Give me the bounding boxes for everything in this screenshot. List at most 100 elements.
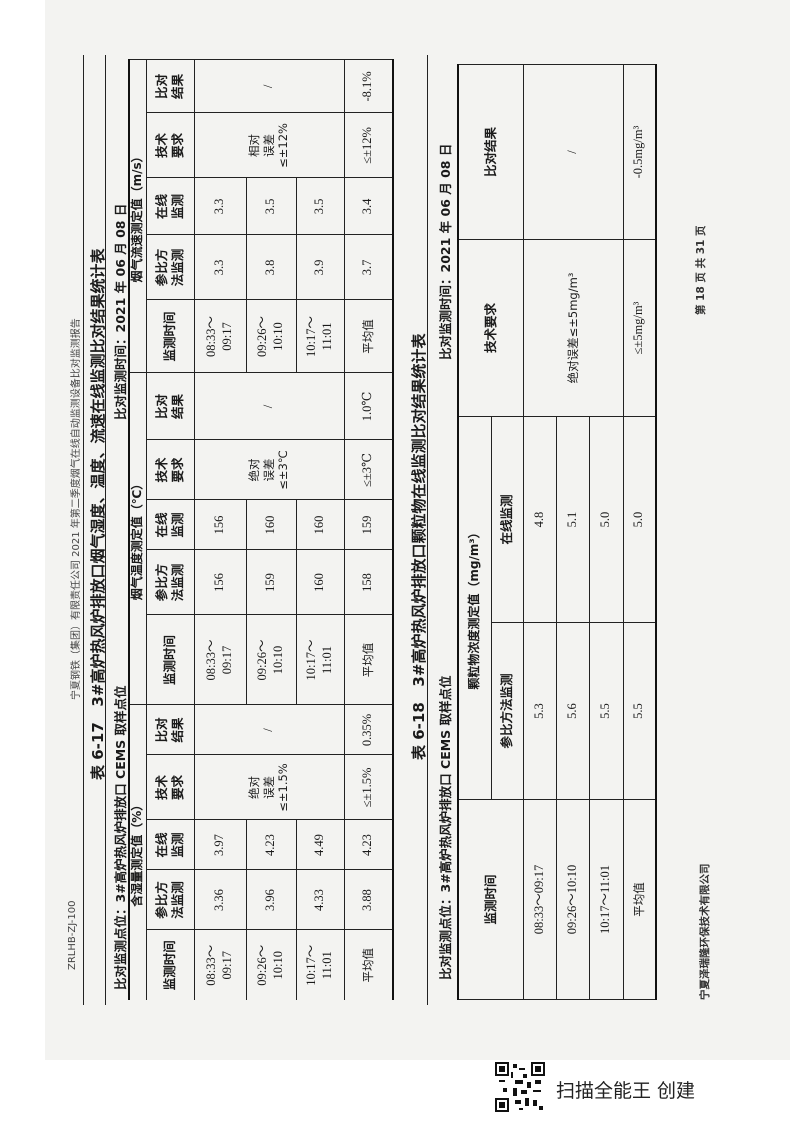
group-header-row: 含湿量测定值（%） 烟气温度测定值（℃） 烟气流速测定值（m/s） — [129, 59, 146, 1000]
result-cell: -0.5mg/m³ — [623, 64, 656, 240]
col-result: 比对结果 — [458, 64, 523, 240]
col-req: 技术 要求 — [146, 439, 194, 500]
value-cell: 160 — [296, 499, 344, 550]
time-cell: 08:33～ 09:17 — [194, 614, 246, 705]
title-rule — [427, 55, 428, 1005]
group-header-row: 监测时间 颗粒物浓度测定值（mg/m³） 技术要求 比对结果 — [458, 64, 523, 1000]
time-cell: 09:26～ 10:10 — [246, 614, 296, 705]
value-cell: 3.4 — [344, 177, 393, 235]
table17-time: 比对监测时间：2021 年 06 月 08 日 — [113, 203, 128, 420]
value-cell: 3.97 — [194, 820, 246, 870]
value-cell: 159 — [246, 549, 296, 615]
group-flow: 烟气流速测定值（m/s） — [129, 59, 146, 373]
value-cell: 5.5 — [623, 622, 656, 800]
result-cell: / — [523, 64, 623, 240]
time-cell: 08:33～ 09:17 — [194, 299, 246, 373]
value-cell: 160 — [296, 549, 344, 615]
time-cell: 09:26～ 10:10 — [246, 299, 296, 373]
value-cell: 3.3 — [194, 234, 246, 300]
requirement-cell: 绝对 误差 ≤±3℃ — [194, 439, 344, 500]
table-row: 08:33～ 09:17 3.36 3.97 绝对 误差 ≤±1.5% / 08… — [194, 59, 344, 1000]
result-cell: / — [194, 372, 344, 440]
value-cell: 156 — [194, 549, 246, 615]
table-6-17: 含湿量测定值（%） 烟气温度测定值（℃） 烟气流速测定值（m/s） 监测时间 参… — [128, 59, 394, 1000]
requirement-cell: 绝对误差≤±5mg/m³ — [523, 239, 623, 417]
result-cell: / — [194, 704, 344, 755]
col-req: 技术要求 — [458, 239, 523, 417]
table-row: 08:33～09:17 5.3 4.8 绝对误差≤±5mg/m³ / — [523, 64, 623, 1000]
value-cell: 3.8 — [246, 234, 296, 300]
time-cell: 09:26～ 10:10 — [246, 930, 296, 1000]
table-row: 10:17～ 11:01 4.33 4.49 10:17～ 11:01 160 … — [296, 60, 344, 1000]
requirement-cell: ≤±1.5% — [344, 755, 393, 820]
value-cell: 4.49 — [296, 820, 344, 870]
value-cell: 3.96 — [246, 870, 296, 930]
col-online: 在线监测 — [491, 416, 523, 623]
value-cell: 4.23 — [246, 820, 296, 870]
value-cell: 3.3 — [194, 177, 246, 235]
value-cell: 3.7 — [344, 234, 393, 300]
title-rule — [105, 55, 106, 1005]
table18-number: 表 6-18 — [410, 702, 428, 760]
average-label: 平均值 — [344, 614, 393, 705]
value-cell: 5.6 — [556, 622, 589, 800]
value-cell: 4.33 — [296, 870, 344, 930]
table-6-18: 监测时间 颗粒物浓度测定值（mg/m³） 技术要求 比对结果 参比方法监测 在线… — [457, 64, 657, 1000]
col-ref: 参比方 法监测 — [146, 549, 194, 615]
qr-code-icon — [495, 1062, 545, 1112]
requirement-cell: ≤±5mg/m³ — [623, 239, 656, 417]
table18-location: 比对监测点位：3#高炉热风炉排放口 CEMS 取样点位 — [438, 675, 453, 980]
time-cell: 08:33～09:17 — [523, 799, 556, 1000]
result-cell: / — [194, 59, 344, 113]
col-time: 监测时间 — [146, 930, 194, 1000]
time-cell: 09:26～10:10 — [556, 799, 589, 1000]
value-cell: 5.1 — [556, 416, 589, 623]
average-label: 平均值 — [344, 930, 393, 1000]
value-cell: 3.88 — [344, 870, 393, 930]
value-cell: 5.3 — [523, 622, 556, 800]
time-cell: 10:17～11:01 — [589, 799, 623, 1000]
column-header-row: 监测时间 参比方 法监测 在线 监测 技术 要求 比对 结果 监测时间 参比方 … — [146, 59, 194, 1000]
table-row: 09:26～ 10:10 3.96 4.23 09:26～ 10:10 159 … — [246, 60, 296, 1000]
requirement-cell: 绝对 误差 ≤±1.5% — [194, 755, 344, 820]
col-time: 监测时间 — [458, 799, 523, 1000]
col-online: 在线 监测 — [146, 499, 194, 550]
average-row: 平均值 5.5 5.0 ≤±5mg/m³ -0.5mg/m³ — [623, 64, 656, 1000]
col-result: 比对 结果 — [146, 59, 194, 113]
value-cell: 5.0 — [623, 416, 656, 623]
value-cell: 3.9 — [296, 234, 344, 300]
col-result: 比对 结果 — [146, 372, 194, 440]
table18-title-text: 3#高炉热风炉排放口颗粒物在线监测比对结果统计表 — [410, 333, 428, 687]
header-rule — [83, 55, 84, 1005]
result-cell: 1.0℃ — [344, 372, 393, 440]
time-cell: 10:17～ 11:01 — [296, 614, 344, 705]
requirement-cell: ≤±3℃ — [344, 439, 393, 500]
value-cell: 5.0 — [589, 416, 623, 623]
value-cell: 160 — [246, 499, 296, 550]
table18-title: 表 6-18 3#高炉热风炉排放口颗粒物在线监测比对结果统计表 — [408, 334, 429, 760]
value-cell: 3.36 — [194, 870, 246, 930]
result-cell: -8.1% — [344, 59, 393, 113]
table18-time: 比对监测时间：2021 年 06 月 08 日 — [438, 143, 453, 360]
col-req: 技术 要求 — [146, 755, 194, 820]
value-cell: 4.8 — [523, 416, 556, 623]
table17-location: 比对监测点位：3#高炉热风炉排放口 CEMS 取样点位 — [113, 685, 128, 990]
col-time: 监测时间 — [146, 614, 194, 705]
time-cell: 10:17～ 11:01 — [296, 299, 344, 373]
value-cell: 4.23 — [344, 820, 393, 870]
value-cell: 158 — [344, 549, 393, 615]
result-cell: 0.35% — [344, 704, 393, 755]
time-cell: 10:17～ 11:01 — [296, 930, 344, 1000]
running-header: 宁夏钢铁（集团）有限责任公司 2021 年第二季度烟气在线自动监测设备比对监测报… — [71, 318, 82, 700]
col-result: 比对 结果 — [146, 704, 194, 755]
scanner-watermark: 扫描全能王 创建 — [556, 1080, 696, 1102]
group-temperature: 烟气温度测定值（℃） — [129, 372, 146, 705]
footer-page-number: 第 18 页 共 31 页 — [695, 225, 707, 315]
col-online: 在线 监测 — [146, 177, 194, 235]
value-cell: 5.5 — [589, 622, 623, 800]
value-cell: 3.5 — [296, 177, 344, 235]
col-online: 在线 监测 — [146, 820, 194, 870]
col-ref: 参比方法监测 — [491, 622, 523, 800]
page-content: ZRLHB-ZJ-100 宁夏钢铁（集团）有限责任公司 2021 年第二季度烟气… — [45, 0, 790, 1060]
col-ref: 参比方 法监测 — [146, 234, 194, 300]
